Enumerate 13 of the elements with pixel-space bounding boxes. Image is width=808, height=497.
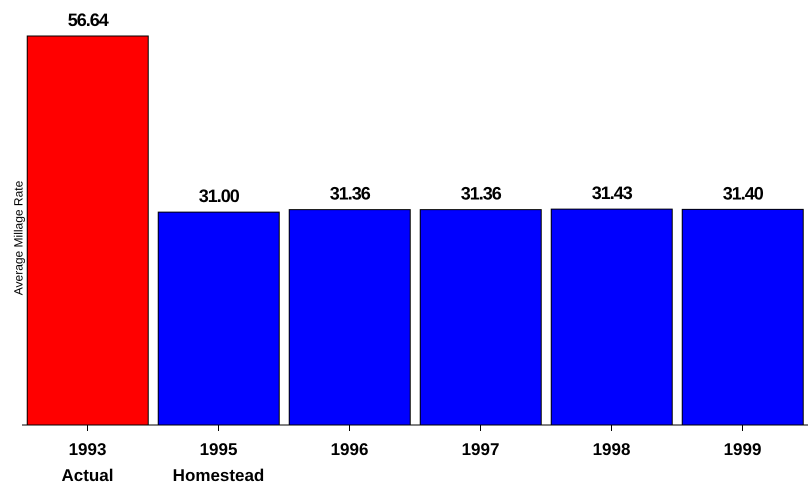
data-label: 31.40 (722, 183, 764, 204)
x-tick-label: 1995 Homestead (172, 440, 264, 485)
x-tick-label: 1997 (462, 440, 500, 459)
x-tick-label: 1999 (724, 440, 762, 459)
data-label: 31.36 (460, 184, 502, 204)
data-label: 31.43 (592, 183, 633, 204)
data-label: 56.64 (68, 10, 109, 30)
x-tick-label: 1996 (330, 440, 368, 459)
x-tick-label: 1993 Actual (62, 440, 114, 485)
data-label: 31.00 (198, 186, 240, 206)
y-axis-title: Average Millage Rate (11, 180, 26, 296)
data-label: 31.36 (330, 184, 371, 204)
x-tick-label: 1998 (592, 440, 630, 459)
